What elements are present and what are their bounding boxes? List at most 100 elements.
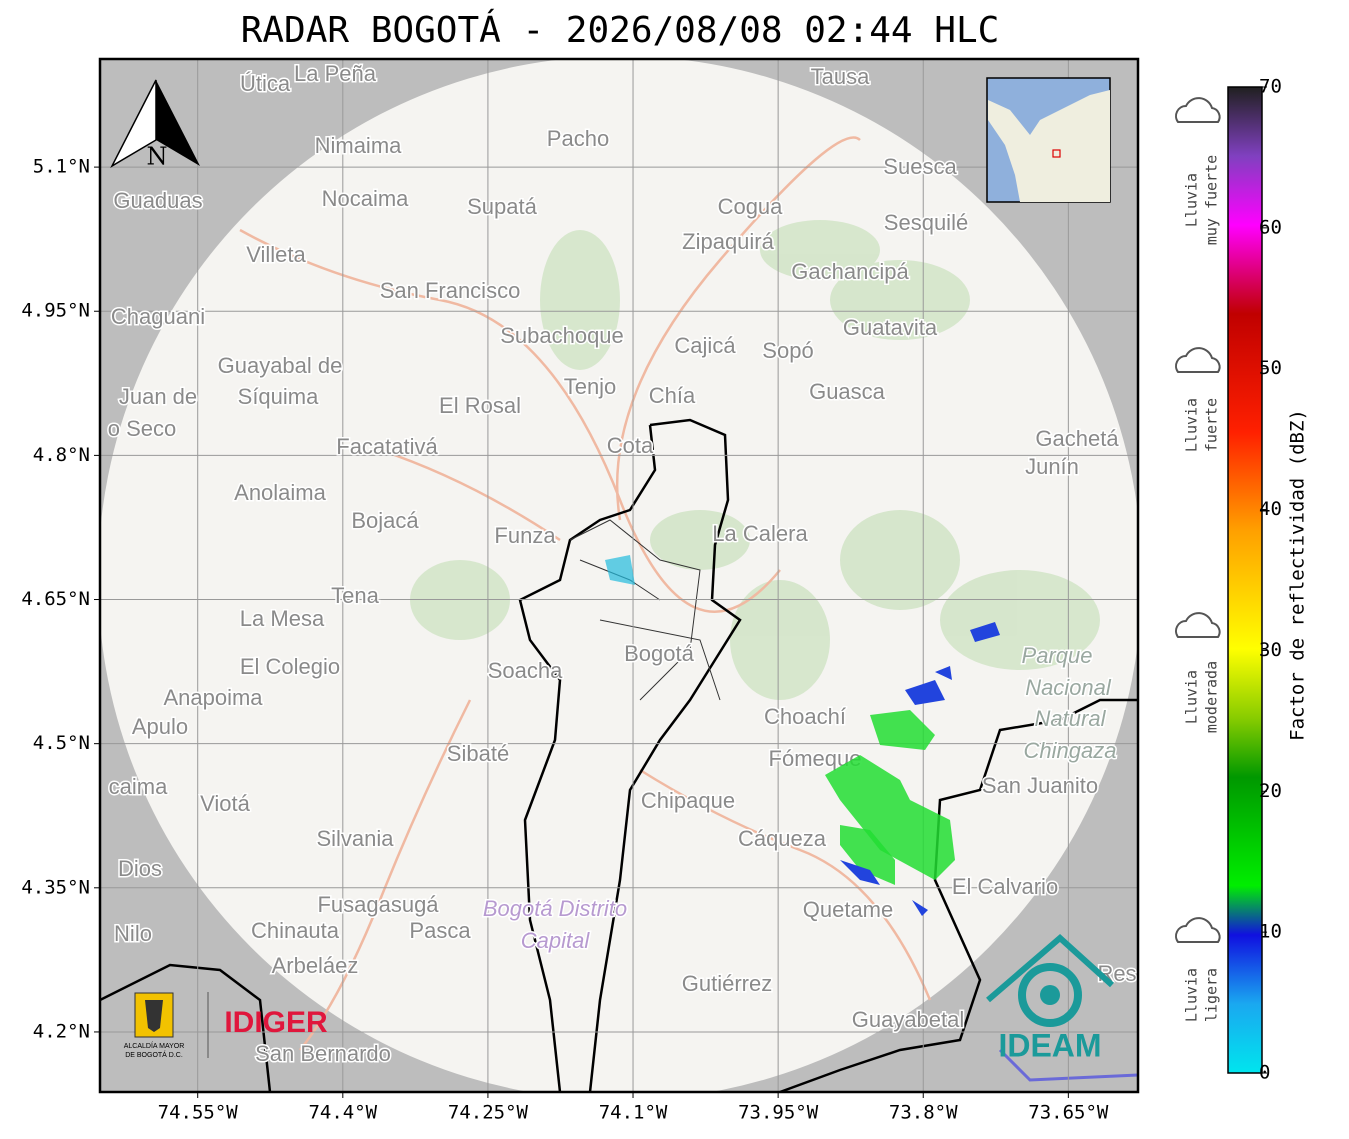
title: RADAR BOGOTÁ - 2026/08/08 02:44 HLC [241,9,1000,51]
place-label: El Colegio [240,654,340,679]
cloud-icon [1175,917,1221,943]
place-label: Guatavita [843,315,938,340]
place-label: San Bernardo [255,1041,391,1066]
y-tick-label: 4.8°N [33,444,90,466]
place-label: o Seco [108,416,177,441]
place-label: Guayabetal [852,1007,965,1032]
cloud-icon [1175,612,1221,638]
place-label: Cajicá [674,333,736,358]
place-label: Chinauta [251,918,340,943]
y-tick-label: 4.35°N [21,876,90,898]
colorbar-label: Factor de reflectividad (dBZ) [1287,409,1309,741]
place-label: Juan de [119,384,197,409]
place-label: Apulo [132,714,188,739]
place-label: Soacha [488,658,563,683]
place-label: Gachetá [1035,426,1119,451]
place-label: Cota [607,433,654,458]
place-label: Capital [521,928,591,953]
place-label: Cáqueza [738,826,827,851]
place-label: Tausa [811,64,870,89]
place-labels: Útica La Peña Tausa Pacho Nimaima Guaduas Noca… [106,59,1138,1067]
place-label: El Calvario [952,874,1058,899]
y-tick-label: 4.95°N [21,300,90,322]
grid [100,59,1138,1092]
place-label: Chía [649,383,696,408]
intensity-label: moderada [1203,661,1221,733]
place-label: caima [109,774,168,799]
y-tick-label: 4.5°N [33,732,90,754]
place-label: La Calera [712,521,808,546]
place-label: Nilo [114,921,152,946]
place-label: Bogotá [624,641,694,666]
colorbar-tick-label: 10 [1259,921,1282,943]
place-label: Cogua [718,194,784,219]
logos: ALCALDÍA MAYOR DE BOGOTÁ D.C. IDIGER IDE… [124,933,1115,1063]
intensity-label: Lluvia [1183,173,1201,227]
place-label: Subachoque [500,323,624,348]
colorbar-tick-label: 0 [1259,1062,1270,1084]
intensity-label: Lluvia [1183,670,1201,724]
place-label: Tenjo [564,374,617,399]
place-label: San Juanito [982,773,1098,798]
colorbar-tick-label: 60 [1259,216,1282,238]
colorbar [1227,86,1263,1074]
place-label: Choachí [764,704,846,729]
place-label: Útica [240,71,291,96]
y-tick-label: 4.2°N [33,1020,90,1042]
inset-map [986,77,1111,203]
place-label: Sopó [762,338,813,363]
place-label: Funza [494,523,556,548]
cloud-icon [1175,347,1221,373]
place-label: Viotá [200,791,251,816]
place-label: Zipaquirá [682,229,774,254]
place-label: Chipaque [641,788,735,813]
place-label: Junín [1025,454,1079,479]
place-label: Pasca [409,918,471,943]
place-label: Nimaima [315,133,403,158]
place-label: Nocaima [322,186,410,211]
logo-text: IDEAM [998,1027,1101,1063]
logo-text: DE BOGOTÁ D.C. [125,1050,183,1059]
north-label: N [147,143,168,171]
place-label: Fusagasugá [317,892,439,917]
intensity-label: Lluvia [1183,398,1201,452]
place-label: Gachancipá [791,259,909,284]
place-label: Guayabal de [218,353,343,378]
place-label: Sesquilé [884,210,968,235]
colorbar-tick-label: 70 [1259,76,1282,98]
place-label: Quetame [803,897,894,922]
place-label: Suesca [883,154,957,179]
cloud-icon [1175,97,1221,123]
radar-echoes [605,555,1000,916]
colorbar-tick-label: 20 [1259,780,1282,802]
colorbar-tick-label: 30 [1259,639,1282,661]
y-tick-label: 5.1°N [33,156,90,178]
place-label: Nacional [1025,675,1112,700]
weather-icons [1175,97,1221,943]
x-tick-label: 73.95°W [738,1102,819,1124]
intensity-label: ligera [1203,968,1221,1022]
x-tick-label: 73.8°W [889,1102,958,1124]
place-label: Anolaima [234,480,326,505]
colorbar-tick-label: 40 [1259,498,1282,520]
map-frame [98,57,1140,1094]
place-label: Gutiérrez [682,971,772,996]
place-label: Villeta [246,242,306,267]
x-tick-label: 74.4°W [308,1102,377,1124]
x-tick-label: 74.25°W [448,1102,529,1124]
place-label: Anapoima [163,685,263,710]
place-label: Arbeláez [272,953,359,978]
logo-text: ALCALDÍA MAYOR [124,1041,185,1050]
y-tick-label: 4.65°N [21,588,90,610]
place-label: Silvania [316,826,394,851]
place-label: Chingaza [1024,738,1117,763]
place-label: Dios [118,856,162,881]
place-label: La Mesa [240,606,325,631]
place-label: Tena [331,583,379,608]
place-label: Síquima [238,384,319,409]
place-label: Bogotá Distrito [483,896,627,921]
place-label: Guaduas [113,188,202,213]
intensity-label: Lluvia [1183,968,1201,1022]
place-label: Chaguani [111,304,205,329]
